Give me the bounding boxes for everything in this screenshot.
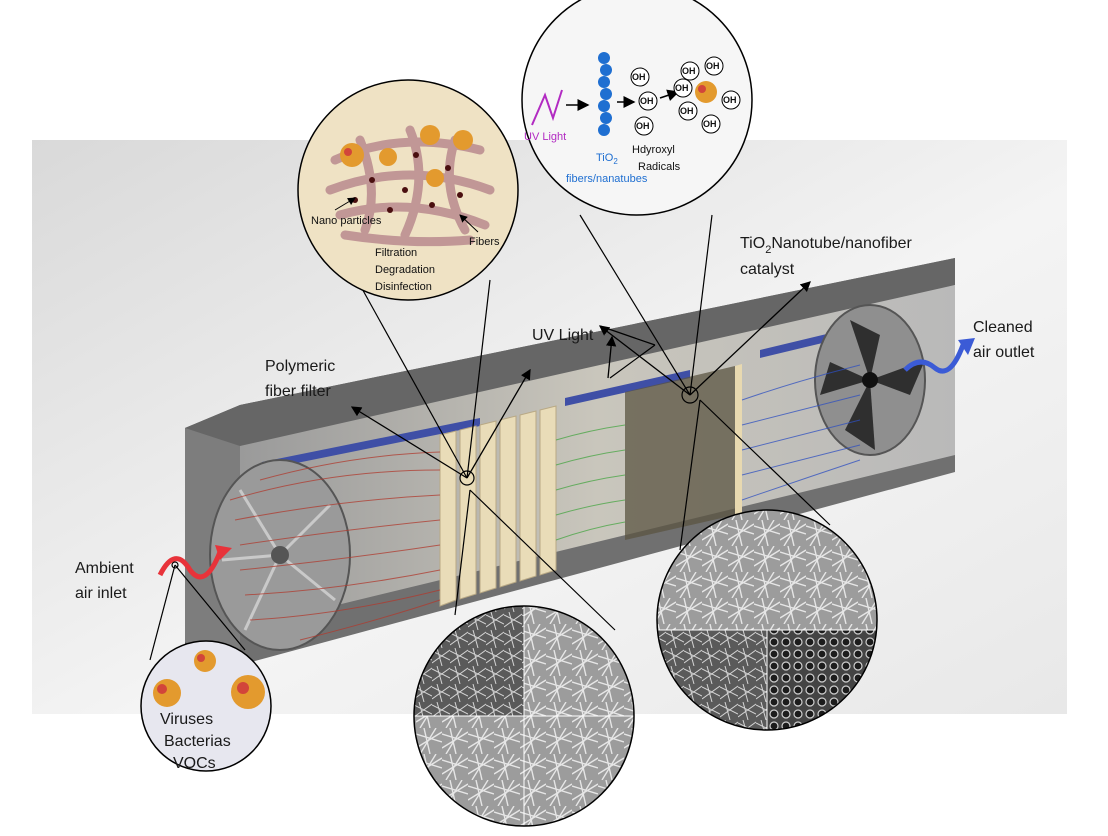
tio2-chain [598,52,612,136]
polymeric-label-line1: Polymeric [265,358,335,375]
oh-6: OH [675,83,689,93]
sem-fiber-inset [413,605,635,827]
nano-particles-label: Nano particles [311,215,382,227]
airflow-streamlines [229,364,861,641]
degradation-label: Degradation [375,264,435,276]
virus-particles [340,125,473,187]
outlet-air-arrow [903,344,966,374]
catalyst-sub: 2 [765,244,771,256]
bacterias-label: Bacterias [164,733,231,750]
oh-5: OH [706,61,720,71]
polymeric-label-line2: fiber filter [265,383,331,400]
tio2-label-tio: TiO [596,152,614,164]
radicals-label-line1: Hdyroxyl [632,144,675,156]
filtration-label: Filtration [375,247,417,259]
virus-icon-1 [194,650,216,672]
oh-9: OH [703,119,717,129]
uv-light-leader-2 [599,325,656,346]
inset-uv-label: UV Light [524,131,566,143]
radicals-label-line2: Radicals [638,161,681,173]
filter-inset: Nano particles Fibers Filtration Degrada… [297,79,519,301]
catalyst-tio: TiO [740,235,765,252]
degraded-virus-icon [695,81,717,103]
virus-icon-2 [153,679,181,707]
purifier-housing [185,258,955,680]
catalyst-label-line1: TiO2Nanotube/nanofiber [740,235,913,256]
disinfection-label: Disinfection [375,281,432,293]
sem-nanotube-inset [656,509,878,731]
tio2-label: TiO2 [596,152,618,166]
oh-radicals: OH OH OH OH OH OH OH OH OH [630,56,741,136]
pollutants-inset: Viruses Bacterias VOCs [140,640,272,772]
ambient-label-line2: air inlet [75,585,127,602]
tio2-fibers-label: fibers/nanatubes [566,173,648,185]
ambient-label-line1: Ambient [75,560,134,577]
viruses-label: Viruses [160,711,213,728]
catalyst-label-line2: catalyst [740,261,795,278]
uv-light-leader [609,344,656,379]
oh-1: OH [632,72,646,82]
vocs-label: VOCs [173,755,216,772]
fibers-label: Fibers [469,236,500,248]
virus-icon-3 [231,675,265,709]
cleaned-label-line2: air outlet [973,344,1035,361]
uv-light-label: UV Light [532,327,594,344]
callout-lines [149,214,831,661]
oh-3: OH [636,121,650,131]
pointer-arrows [350,281,811,479]
uv-wave-icon [531,89,563,126]
outlet-arrowhead [958,338,975,355]
catalyst-rest: Nanotube/nanofiber [771,235,912,252]
oh-8: OH [723,95,737,105]
inlet-arrowhead [215,545,232,560]
cleaned-label-line1: Cleaned [973,319,1033,336]
oh-2: OH [640,96,654,106]
inlet-air-arrow [157,551,223,580]
photocatalysis-inset: UV Light TiO2 fibers/nanatubes OH OH OH … [521,0,753,216]
oh-4: OH [682,66,696,76]
fiber-mesh [325,125,495,247]
tio2-label-sub: 2 [613,157,618,166]
oh-7: OH [680,106,694,116]
